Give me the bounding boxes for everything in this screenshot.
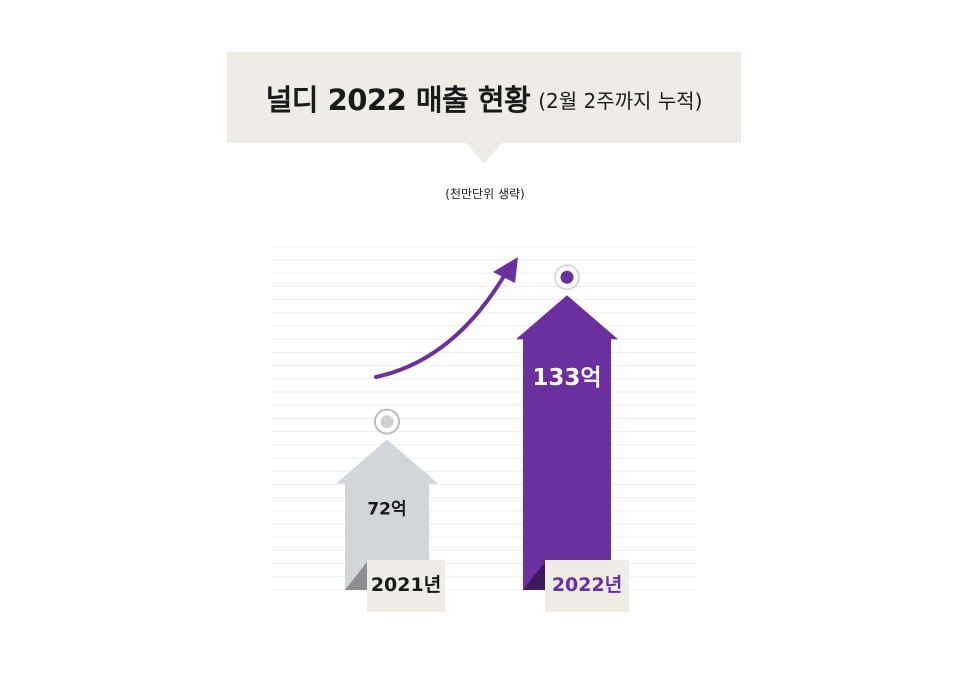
- category-tab-2021년: [367, 560, 445, 612]
- category-label: 2021년: [371, 574, 441, 596]
- data-label: 72억: [367, 500, 406, 520]
- chart-title: 널디 2022 매출 현황 (2월 2주까지 누적): [227, 52, 741, 143]
- unit-note: (천만단위 생략): [445, 187, 525, 201]
- bar-2021년: [336, 439, 438, 590]
- marker-dot: [560, 270, 574, 284]
- chart-title-subtitle: (2월 2주까지 누적): [538, 89, 703, 113]
- data-label: 133억: [532, 365, 601, 391]
- category-label: 2022년: [552, 574, 622, 596]
- bar-2022년: [516, 295, 618, 590]
- marker-dot: [380, 415, 394, 429]
- grid-lines: [272, 246, 696, 591]
- category-tab-2022년: [545, 560, 629, 612]
- bar-fold-2022년: [523, 562, 545, 590]
- chart-title-main: 널디 2022 매출 현황: [265, 82, 531, 117]
- growth-arrow-head: [493, 257, 518, 283]
- title-banner: 널디 2022 매출 현황 (2월 2주까지 누적): [227, 52, 741, 143]
- chart-marks: 2021년 72억 2022년 133억: [336, 257, 629, 612]
- bar-fold-2021년: [345, 562, 367, 590]
- growth-arrow-curve: [374, 269, 509, 379]
- title-banner-pointer: [466, 143, 502, 163]
